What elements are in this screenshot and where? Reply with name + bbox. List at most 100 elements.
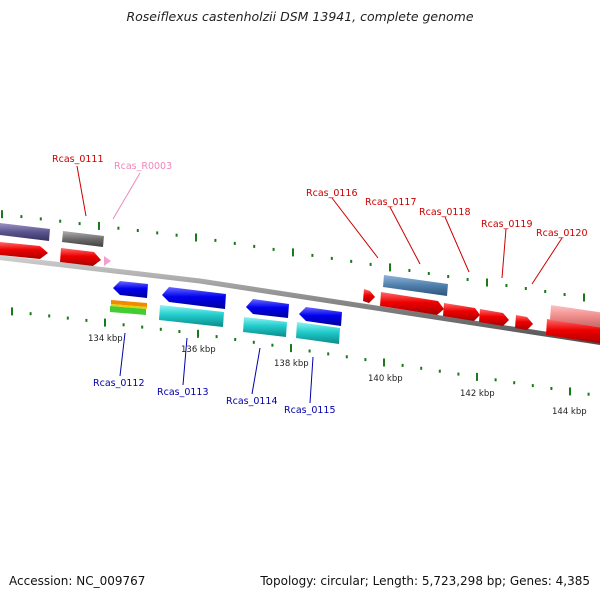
- upper-tick: [195, 233, 197, 242]
- gene-rcas-0116-small[interactable]: [363, 289, 375, 303]
- scale-label-138: 138 kbp: [274, 359, 309, 369]
- upper-tick: [466, 278, 469, 281]
- gene-rcas-0113[interactable]: [162, 287, 226, 309]
- gene-rcas-r0003[interactable]: [104, 256, 111, 266]
- upper-tick: [350, 259, 353, 263]
- gene-cog-gray[interactable]: [62, 231, 104, 247]
- gene-rcas-0114[interactable]: [246, 299, 289, 318]
- scale-label-142: 142 kbp: [460, 389, 495, 399]
- label-rcas-0118[interactable]: Rcas_0118: [419, 207, 471, 218]
- leader-rcas-0115: [309, 356, 314, 404]
- upper-tick: [389, 263, 391, 272]
- accession-text: Accession: NC_009767: [9, 574, 146, 588]
- gene-cog-steel[interactable]: [383, 275, 448, 296]
- leader-rcas-0112: [119, 332, 126, 377]
- scale-label-134: 134 kbp: [88, 334, 123, 344]
- gene-rcas-0120[interactable]: [515, 315, 533, 330]
- scale-label-144: 144 kbp: [552, 407, 587, 417]
- gene-rcas-0112[interactable]: [113, 281, 148, 298]
- lower-tick: [345, 355, 348, 359]
- upper-tick: [292, 248, 294, 257]
- gene-rcas-0118[interactable]: [443, 303, 480, 321]
- upper-tick: [214, 238, 217, 242]
- lower-tick: [104, 318, 106, 327]
- lower-tick: [11, 307, 13, 316]
- leader-rcas-r0003: [112, 172, 141, 220]
- lower-tick: [401, 363, 404, 367]
- upper-tick: [78, 222, 81, 226]
- lower-tick: [197, 329, 199, 338]
- scale-label-140: 140 kbp: [368, 374, 403, 384]
- upper-tick: [117, 226, 120, 230]
- label-rcas-0114[interactable]: Rcas_0114: [226, 396, 278, 407]
- leader-rcas-0111: [76, 165, 87, 217]
- gene-cog-green[interactable]: [110, 306, 146, 315]
- lower-tick: [531, 384, 534, 388]
- leader-rcas-0117: [389, 206, 421, 265]
- lower-tick: [513, 381, 516, 385]
- lower-tick: [215, 335, 218, 339]
- gene-rcas-0116[interactable]: [380, 292, 444, 315]
- label-rcas-0115[interactable]: Rcas_0115: [284, 405, 336, 416]
- gene-cog-cyan-3[interactable]: [296, 322, 340, 344]
- lower-tick: [494, 378, 497, 382]
- label-rcas-0119[interactable]: Rcas_0119: [481, 219, 533, 230]
- gene-forward-left-edge[interactable]: [0, 242, 48, 259]
- upper-tick: [233, 241, 236, 245]
- upper-tick: [524, 287, 527, 290]
- leader-rcas-0113: [182, 337, 188, 386]
- upper-tick: [311, 253, 314, 257]
- lower-tick: [420, 366, 423, 370]
- label-rcas-0120[interactable]: Rcas_0120: [536, 228, 588, 239]
- gene-cog-purple[interactable]: [0, 223, 50, 241]
- lower-tick: [550, 387, 553, 390]
- upper-tick: [563, 293, 566, 296]
- gene-rcas-0119[interactable]: [479, 309, 509, 326]
- lower-tick: [457, 372, 460, 376]
- upper-tick: [156, 231, 159, 235]
- label-rcas-0112[interactable]: Rcas_0112: [93, 378, 145, 389]
- lower-tick: [141, 325, 144, 329]
- gene-cog-cyan-1[interactable]: [159, 305, 224, 327]
- lower-tick: [234, 338, 237, 341]
- genome-summary-text: Topology: circular; Length: 5,723,298 bp…: [260, 574, 590, 588]
- scale-label-136: 136 kbp: [181, 345, 216, 355]
- lower-tick: [476, 372, 478, 381]
- label-rcas-r0003[interactable]: Rcas_R0003: [114, 161, 172, 172]
- gene-cog-pink[interactable]: [550, 305, 600, 328]
- gene-cog-cyan-2[interactable]: [243, 317, 287, 337]
- leader-rcas-0114: [251, 347, 261, 395]
- leader-rcas-0120: [531, 237, 563, 285]
- tick-row-lower: [11, 307, 590, 396]
- label-rcas-0116[interactable]: Rcas_0116: [306, 188, 358, 199]
- upper-tick: [59, 219, 62, 223]
- gene-forward-right-edge[interactable]: [546, 319, 600, 344]
- lower-tick: [122, 323, 125, 327]
- gene-cog-yellow[interactable]: [111, 304, 147, 309]
- upper-tick: [583, 293, 585, 302]
- upper-tick: [505, 284, 508, 287]
- map-title: Roseiflexus castenholzii DSM 13941, comp…: [126, 9, 474, 24]
- leader-rcas-0116: [331, 197, 379, 259]
- upper-tick: [272, 247, 275, 251]
- upper-tick: [330, 256, 333, 260]
- gene-rcas-0115[interactable]: [299, 307, 342, 326]
- gene-cog-orange[interactable]: [111, 300, 147, 307]
- lower-tick: [364, 358, 367, 362]
- label-rcas-0117[interactable]: Rcas_0117: [365, 197, 417, 208]
- upper-tick: [486, 278, 488, 287]
- lower-tick: [327, 352, 330, 356]
- upper-tick: [369, 262, 372, 266]
- lower-tick: [252, 340, 255, 344]
- upper-tick: [136, 229, 139, 232]
- lower-tick: [308, 349, 311, 353]
- lower-tick: [587, 392, 590, 396]
- label-rcas-0113[interactable]: Rcas_0113: [157, 387, 209, 398]
- upper-tick: [98, 221, 100, 230]
- gene-rcas-0111[interactable]: [60, 248, 101, 266]
- label-rcas-0111[interactable]: Rcas_0111: [52, 154, 104, 165]
- lower-tick: [29, 312, 32, 316]
- lower-tick: [438, 369, 441, 373]
- lower-tick: [178, 330, 181, 333]
